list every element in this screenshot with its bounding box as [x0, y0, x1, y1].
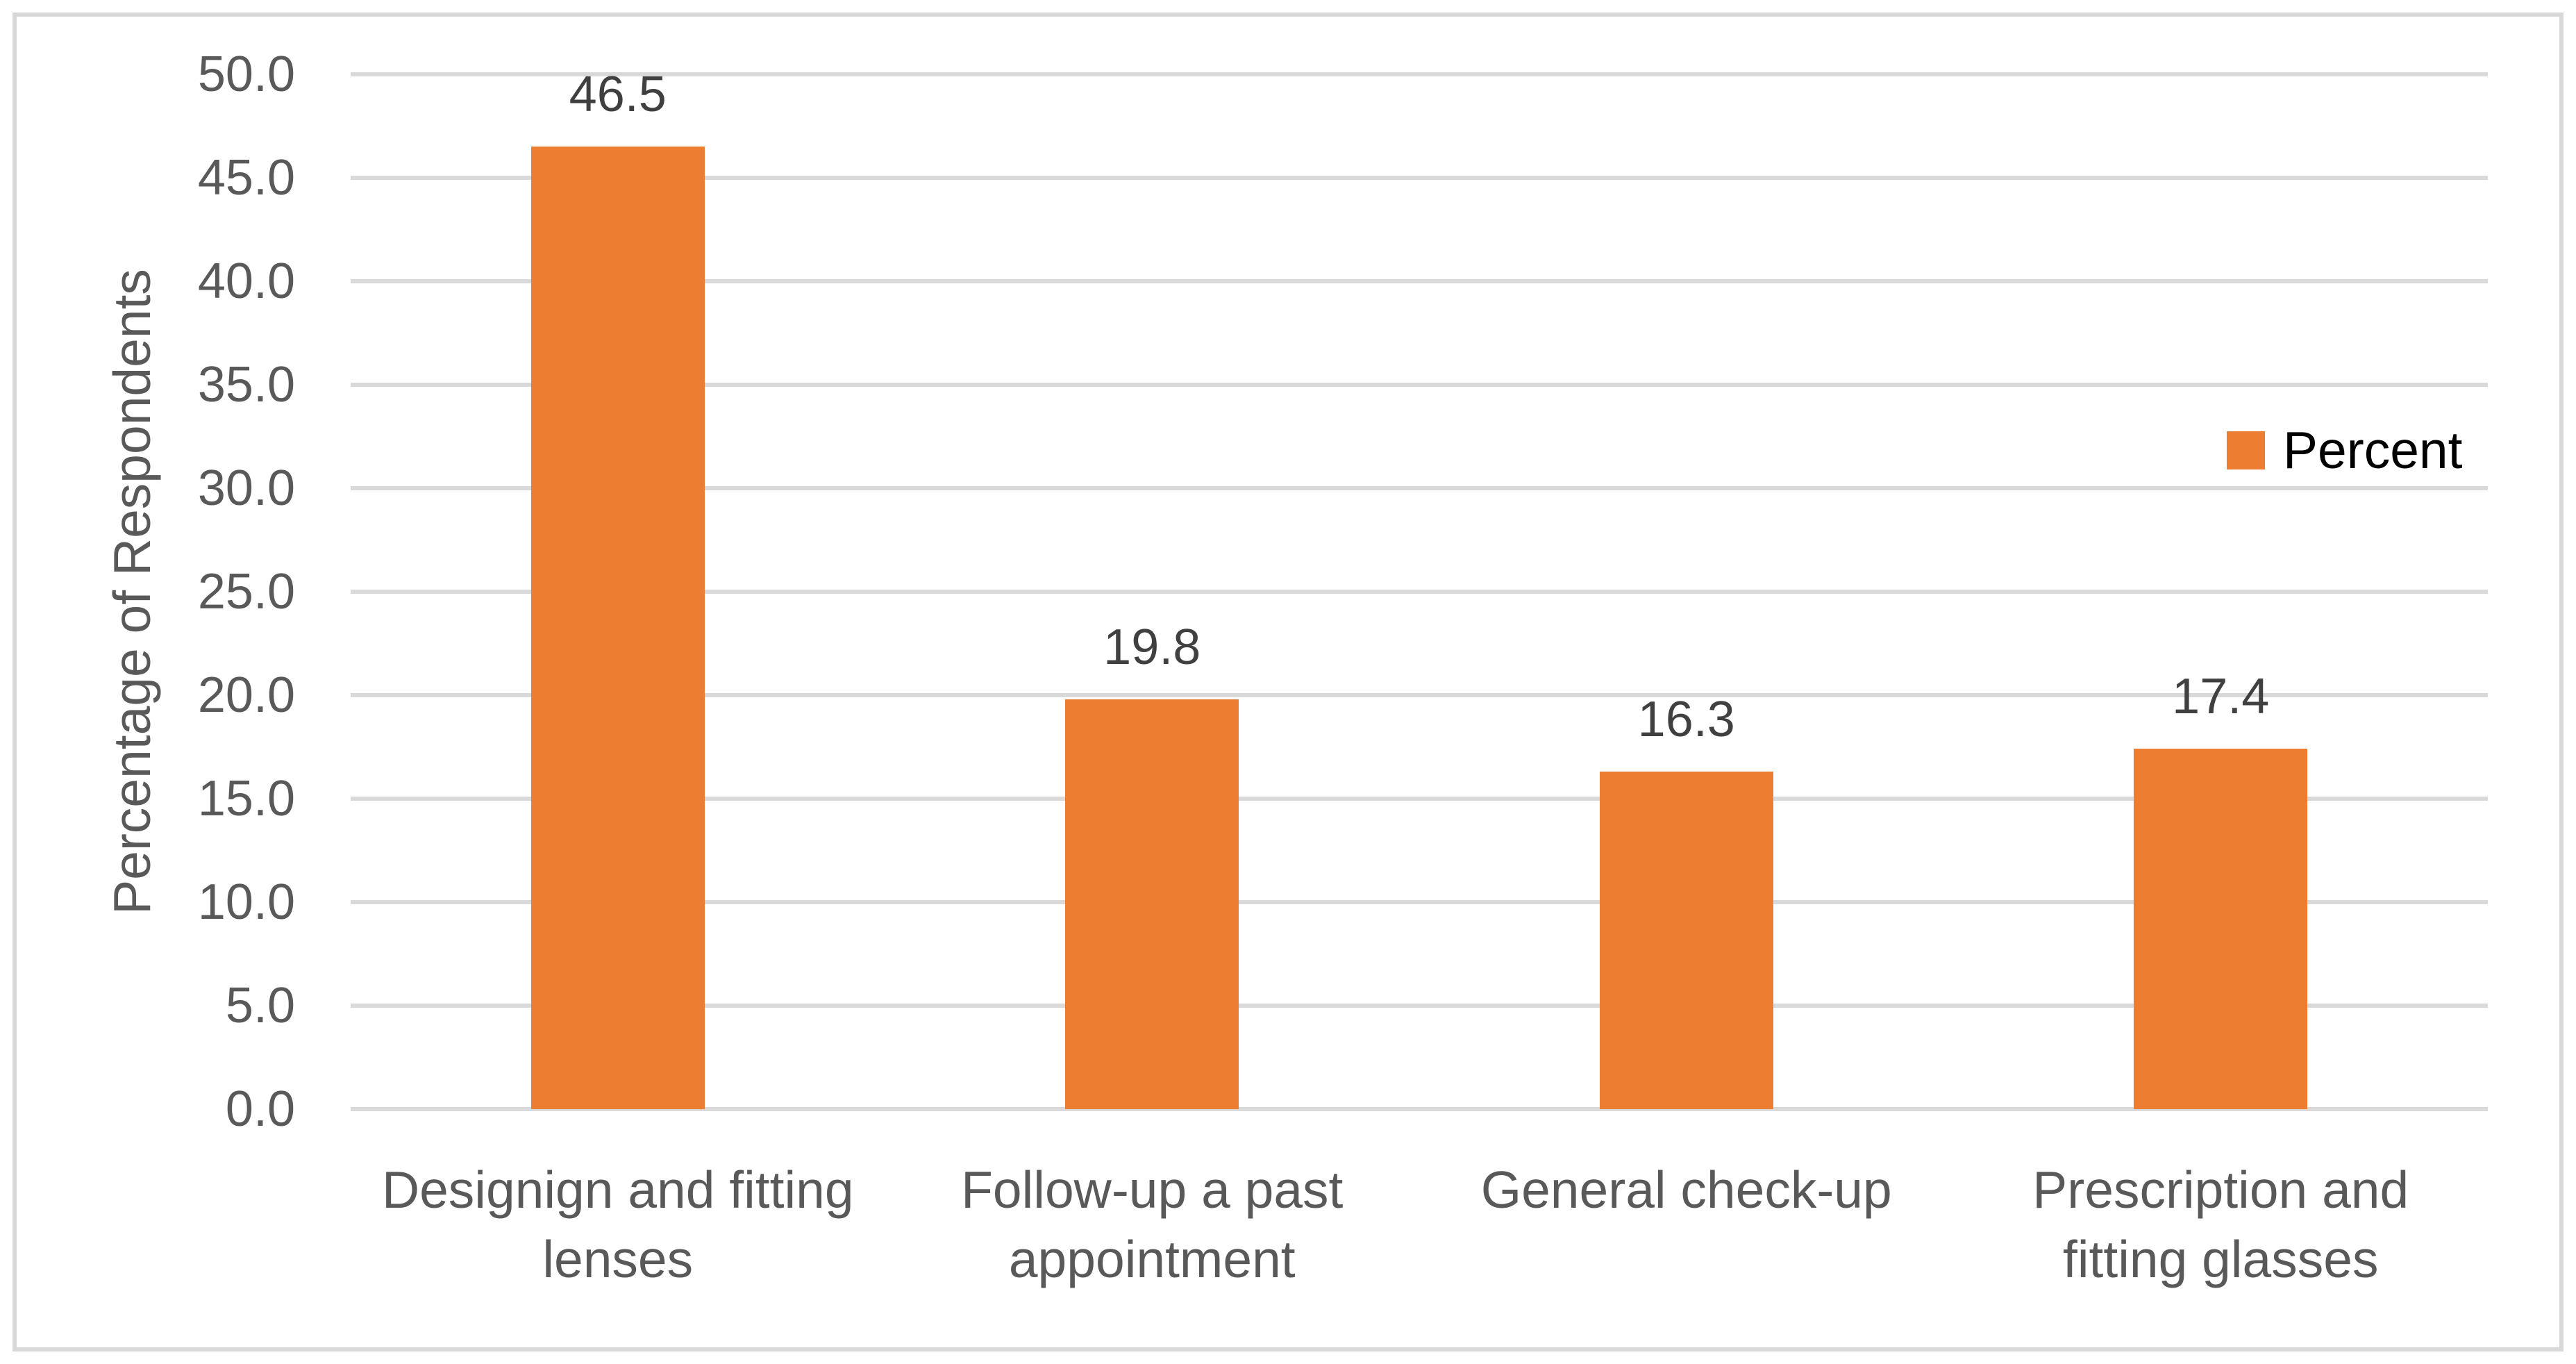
- category-label-line: Designign and fitting: [381, 1161, 854, 1219]
- gridline-50.0: [351, 72, 2488, 76]
- category-label-line: Prescription and: [2032, 1161, 2409, 1219]
- legend-swatch-icon: [2227, 431, 2265, 469]
- category-label-line: General check-up: [1480, 1161, 1892, 1219]
- gridline-10.0: [351, 900, 2488, 904]
- gridline-15.0: [351, 797, 2488, 801]
- chart-border-frame: [12, 13, 2564, 1351]
- bar-data-label-3: 16.3: [1637, 692, 1735, 748]
- y-tick-label-50.0: 50.0: [197, 47, 295, 102]
- category-label-4: Prescription and fitting glasses: [1929, 1155, 2512, 1294]
- category-label-line: appointment: [1008, 1230, 1296, 1288]
- y-tick-label-5.0: 5.0: [225, 978, 295, 1033]
- category-label-line: lenses: [542, 1230, 694, 1288]
- y-tick-label-40.0: 40.0: [197, 253, 295, 309]
- y-tick-label-25.0: 25.0: [197, 564, 295, 619]
- bar-data-label-2: 19.8: [1103, 619, 1201, 675]
- bar-3: [1599, 772, 1773, 1109]
- gridline-35.0: [351, 383, 2488, 387]
- gridline-45.0: [351, 176, 2488, 180]
- y-tick-label-45.0: 45.0: [197, 150, 295, 206]
- gridline-5.0: [351, 1004, 2488, 1008]
- gridline-30.0: [351, 486, 2488, 490]
- y-tick-label-15.0: 15.0: [197, 771, 295, 826]
- legend-series-label: Percent: [2283, 421, 2463, 479]
- y-tick-label-30.0: 30.0: [197, 460, 295, 516]
- y-tick-label-20.0: 20.0: [197, 667, 295, 723]
- gridline-0.0: [351, 1107, 2488, 1111]
- bar-data-label-4: 17.4: [2172, 669, 2270, 725]
- chart-legend: Percent: [2227, 422, 2462, 478]
- y-tick-label-0.0: 0.0: [225, 1081, 295, 1137]
- bar-data-label-1: 46.5: [569, 67, 667, 123]
- y-tick-label-10.0: 10.0: [197, 874, 295, 930]
- y-tick-label-35.0: 35.0: [197, 357, 295, 413]
- bar-4: [2134, 749, 2308, 1109]
- gridline-40.0: [351, 279, 2488, 283]
- category-label-1: Designign and fitting lenses: [326, 1155, 910, 1294]
- category-label-line: Follow-up a past: [961, 1161, 1344, 1219]
- category-label-3: General check-up: [1395, 1155, 1978, 1224]
- plot-area: 46.5 19.8 16.3 17.4: [351, 67, 2488, 1111]
- gridline-25.0: [351, 590, 2488, 594]
- category-label-line: fitting glasses: [2063, 1230, 2379, 1288]
- bar-2: [1065, 699, 1239, 1109]
- category-label-2: Follow-up a past appointment: [860, 1155, 1444, 1294]
- bar-1: [530, 147, 705, 1109]
- gridline-20.0: [351, 693, 2488, 697]
